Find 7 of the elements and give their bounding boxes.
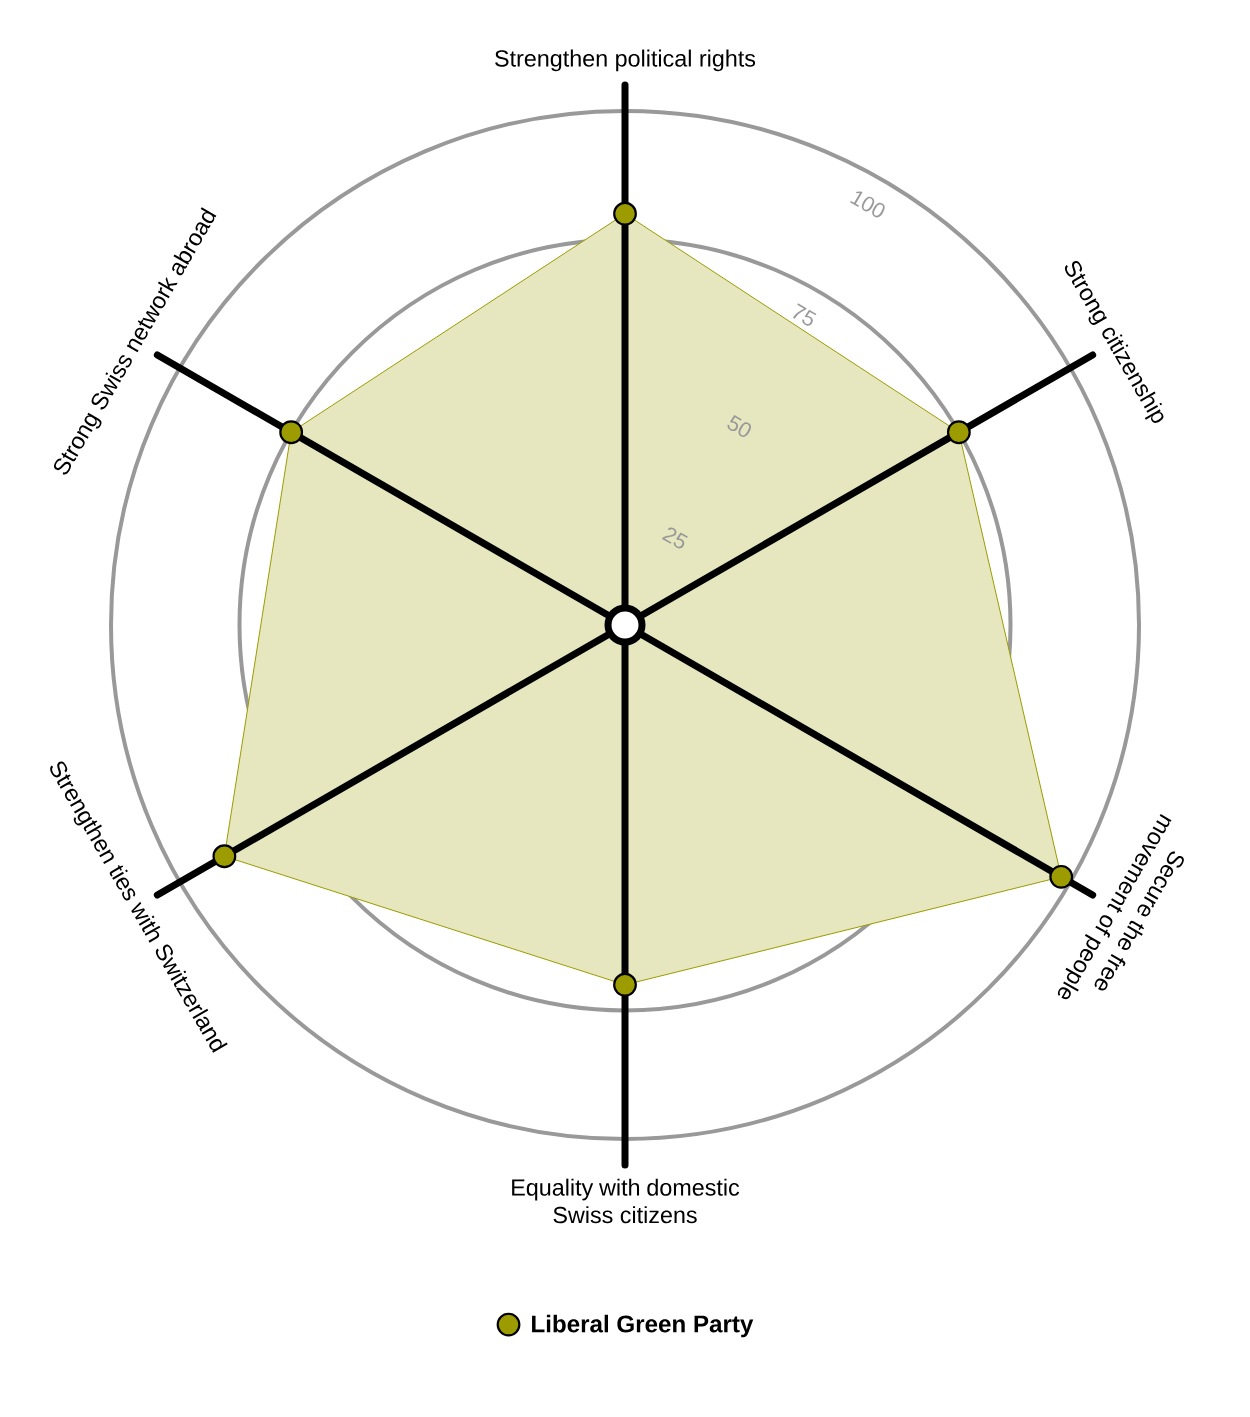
y-tick-label: 50 — [727, 415, 751, 438]
spoke-label: Equality with domestic Swiss citizens — [512, 1178, 740, 1224]
text: Liberal Green Party — [532, 1314, 754, 1338]
y-tick-label: 25 — [662, 527, 688, 549]
y-tick-label: 100 — [850, 191, 885, 218]
spoke-label: Strengthen political rights — [495, 49, 756, 72]
y-tick-label: 75 — [793, 303, 817, 326]
